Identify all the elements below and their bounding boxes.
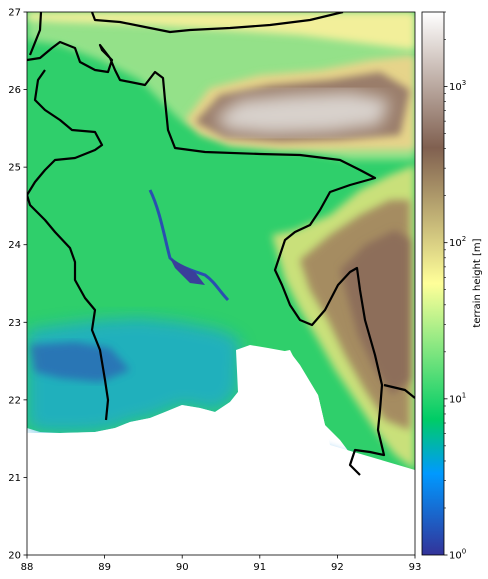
colorbar-tick-label: 100 xyxy=(449,548,466,562)
y-tick-label: 22 xyxy=(8,395,21,406)
y-tick-label: 25 xyxy=(8,163,21,174)
x-tick-label: 89 xyxy=(98,562,111,573)
terrain-map xyxy=(27,12,415,555)
y-tick-label: 21 xyxy=(8,473,21,484)
y-axis: 20 21 22 23 24 25 26 27 xyxy=(8,8,27,562)
x-tick-label: 93 xyxy=(409,562,422,573)
y-tick-label: 24 xyxy=(8,240,21,251)
x-tick-label: 91 xyxy=(253,562,266,573)
y-tick-label: 26 xyxy=(8,85,21,96)
colorbar-tick-label: 102 xyxy=(449,235,466,249)
y-tick-label: 27 xyxy=(8,8,21,19)
x-tick-label: 88 xyxy=(21,562,34,573)
x-axis: 88 89 90 91 92 93 xyxy=(21,555,422,573)
colorbar: 100 101 102 103 terrain height [m] xyxy=(421,11,483,562)
y-tick-label: 20 xyxy=(8,551,21,562)
x-tick-label: 90 xyxy=(176,562,189,573)
colorbar-tick-label: 101 xyxy=(449,391,466,405)
colorbar-label: terrain height [m] xyxy=(472,238,483,327)
x-tick-label: 92 xyxy=(331,562,344,573)
map-frame xyxy=(26,11,416,556)
y-tick-label: 23 xyxy=(8,318,21,329)
colorbar-tick-label: 103 xyxy=(449,79,466,93)
colorbar-fill xyxy=(421,11,445,556)
boundary-lines xyxy=(27,12,415,476)
colorbar-ticks: 100 101 102 103 xyxy=(444,11,466,562)
land-layer xyxy=(27,12,415,555)
